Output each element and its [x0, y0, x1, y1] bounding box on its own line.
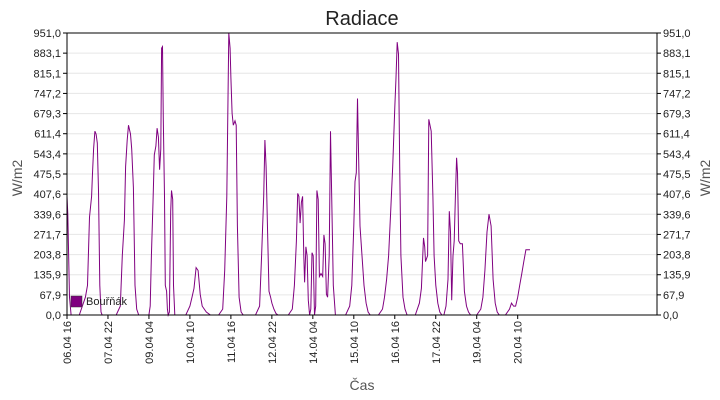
y-tick-label-right: 67,9 [663, 290, 684, 302]
x-tick-label: 11.04 16 [226, 321, 238, 363]
x-axis: 06.04 16 07.04 22 09.04 04 10.04 10 11.04 16… [62, 315, 525, 364]
y-tick-label-left: 475,5 [33, 169, 61, 181]
y-axis-title-right: W/m2 [697, 160, 713, 197]
y-tick-label-right: 611,4 [663, 129, 690, 141]
y-axis-left: 0,0 67,9 135,9 203,8 271,7 339,6 407,6 475,5 543… [33, 28, 67, 322]
y-tick-label-left: 0,0 [46, 310, 61, 322]
y-tick-label-left: 543,4 [33, 149, 61, 161]
y-tick-label-right: 951,0 [663, 28, 691, 40]
y-tick-label-right: 747,2 [663, 88, 691, 100]
x-tick-label: 19.04 04 [472, 321, 484, 364]
y-tick-label-right: 271,7 [663, 229, 691, 241]
y-axis-title-left: W/m2 [9, 160, 25, 197]
y-tick-label-left: 951,0 [33, 28, 61, 40]
y-tick-label-left: 67,9 [40, 290, 61, 302]
y-tick-label-left: 339,6 [33, 209, 61, 221]
legend-label: Bouřňák [86, 296, 127, 308]
y-tick-label-left: 135,9 [33, 270, 61, 282]
y-tick-label-right: 543,4 [663, 149, 691, 161]
y-tick-label-left: 407,6 [33, 189, 61, 201]
y-tick-label-right: 883,1 [663, 48, 691, 60]
y-tick-label-left: 883,1 [33, 48, 61, 60]
legend-swatch [70, 295, 83, 308]
y-tick-label-left: 203,8 [33, 250, 61, 262]
y-tick-label-left: 679,3 [33, 109, 61, 121]
y-tick-label-left: 271,7 [33, 229, 61, 241]
y-tick-label-right: 407,6 [663, 189, 691, 201]
y-tick-label-left: 815,1 [33, 68, 61, 80]
x-tick-label: 10.04 10 [185, 321, 197, 364]
y-tick-label-left: 611,4 [34, 129, 61, 141]
y-tick-label-right: 679,3 [663, 109, 691, 121]
x-axis-title: Čas [350, 377, 375, 393]
y-tick-label-right: 339,6 [663, 209, 691, 221]
x-tick-label: 14.04 04 [308, 321, 320, 364]
x-tick-label: 06.04 16 [62, 321, 74, 364]
y-tick-label-right: 0,0 [663, 310, 678, 322]
x-tick-label: 17.04 22 [431, 321, 443, 364]
x-tick-label: 07.04 22 [103, 321, 115, 364]
series-line [66, 32, 530, 317]
chart-title: Radiace [325, 8, 398, 30]
x-tick-label: 15.04 10 [349, 321, 361, 364]
x-tick-label: 16.04 16 [390, 321, 402, 364]
x-tick-label: 12.04 22 [267, 321, 279, 364]
x-tick-label: 09.04 04 [144, 321, 156, 364]
series-group [66, 32, 530, 317]
y-axis-right: 0,0 67,9 135,9 203,8 271,7 339,6 407,6 475,5 543… [657, 28, 691, 322]
y-tick-label-right: 135,9 [663, 270, 691, 282]
y-tick-label-right: 475,5 [663, 169, 691, 181]
y-tick-label-right: 203,8 [663, 250, 691, 262]
y-tick-label-left: 747,2 [33, 88, 61, 100]
y-tick-label-right: 815,1 [663, 68, 691, 80]
x-tick-label: 20.04 10 [513, 321, 525, 364]
legend: Bouřňák [70, 295, 127, 308]
